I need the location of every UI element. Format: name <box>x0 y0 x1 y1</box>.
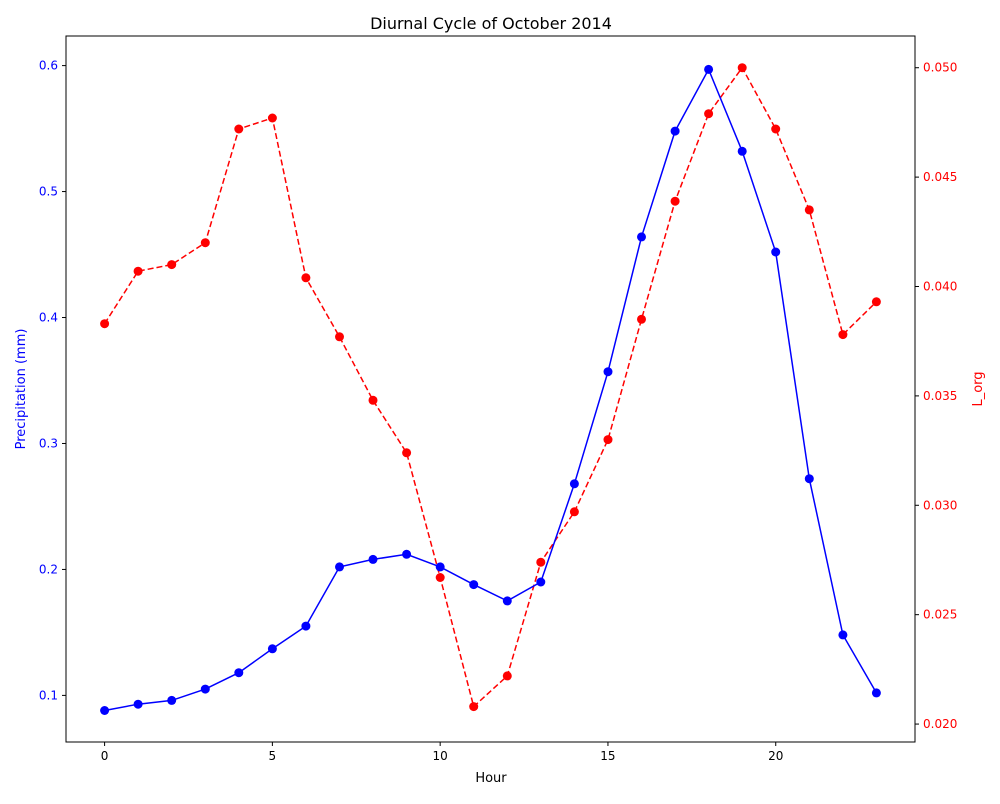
right-series-point <box>234 124 244 134</box>
left-series-point <box>100 706 110 715</box>
left-series-point <box>771 247 781 257</box>
x-axis-label: Hour <box>475 771 507 786</box>
right-y-tick-label: 0.030 <box>923 498 957 512</box>
right-y-axis-label: L_org <box>971 371 986 406</box>
right-series-point <box>200 238 210 248</box>
right-y-tick-label: 0.045 <box>923 170 957 184</box>
right-y-tick-label: 0.050 <box>923 61 957 75</box>
left-series-point <box>670 126 680 136</box>
right-series-point <box>569 507 579 517</box>
left-series-line <box>104 67 878 712</box>
left-series-point <box>335 562 344 572</box>
left-y-tick-label: 0.3 <box>39 436 58 450</box>
left-y-tick-label: 0.2 <box>39 562 58 576</box>
right-series-point <box>335 332 344 342</box>
right-y-tick-label: 0.025 <box>923 608 957 622</box>
right-series-point <box>301 273 311 283</box>
right-y-tick-label: 0.040 <box>923 280 957 294</box>
right-series-point <box>100 319 110 329</box>
right-series-point <box>368 395 378 405</box>
left-series-point <box>637 232 646 242</box>
right-y-tick-label: 0.035 <box>923 389 957 403</box>
left-series-point <box>402 549 412 559</box>
right-series-point <box>838 330 848 340</box>
left-series-point <box>469 580 479 590</box>
left-series-point <box>301 621 311 631</box>
right-series-point <box>771 124 781 134</box>
left-series-point <box>536 577 546 587</box>
right-series-point <box>402 448 412 458</box>
right-series-point <box>267 113 277 123</box>
chart-title: Diurnal Cycle of October 2014 <box>370 14 612 33</box>
left-series-point <box>871 688 881 698</box>
right-series-point <box>670 196 680 206</box>
x-tick-label: 20 <box>768 749 783 763</box>
right-series-line <box>103 66 877 708</box>
right-series-point <box>536 557 546 567</box>
x-tick-label: 10 <box>433 749 448 763</box>
right-series-point <box>704 109 714 119</box>
right-series-point <box>469 702 479 712</box>
left-y-tick-label: 0.4 <box>39 311 58 325</box>
right-series-point <box>804 205 814 215</box>
right-series-point <box>435 573 445 582</box>
x-tick-label: 5 <box>269 749 277 763</box>
left-series-point <box>267 644 277 654</box>
x-tick-label: 0 <box>101 749 109 763</box>
left-y-tick-label: 0.1 <box>39 688 58 702</box>
left-series-point <box>838 630 848 640</box>
right-series-point <box>133 266 143 276</box>
right-series-point <box>737 63 747 73</box>
left-series-point <box>200 684 210 694</box>
right-series-point <box>167 260 177 270</box>
left-series-point <box>368 554 378 564</box>
left-y-axis-label: Precipitation (mm) <box>14 329 29 450</box>
right-series-point <box>637 314 646 324</box>
left-series-point <box>133 699 143 709</box>
right-series-point <box>603 435 613 445</box>
left-series-point <box>804 474 814 484</box>
left-series-point <box>569 479 579 489</box>
left-series-point <box>502 596 512 606</box>
left-series-point <box>234 668 244 678</box>
left-y-tick-label: 0.5 <box>39 185 58 199</box>
right-series-point <box>871 297 881 307</box>
plot-frame <box>65 35 916 743</box>
left-series-point <box>737 146 747 156</box>
left-series-point <box>603 367 613 377</box>
x-tick-label: 15 <box>600 749 615 763</box>
left-series-point <box>167 695 177 705</box>
right-y-tick-label: 0.020 <box>923 717 957 731</box>
right-series-point <box>502 671 512 681</box>
left-series-point <box>435 562 445 572</box>
left-y-tick-label: 0.6 <box>39 59 58 73</box>
left-series-point <box>704 64 714 74</box>
